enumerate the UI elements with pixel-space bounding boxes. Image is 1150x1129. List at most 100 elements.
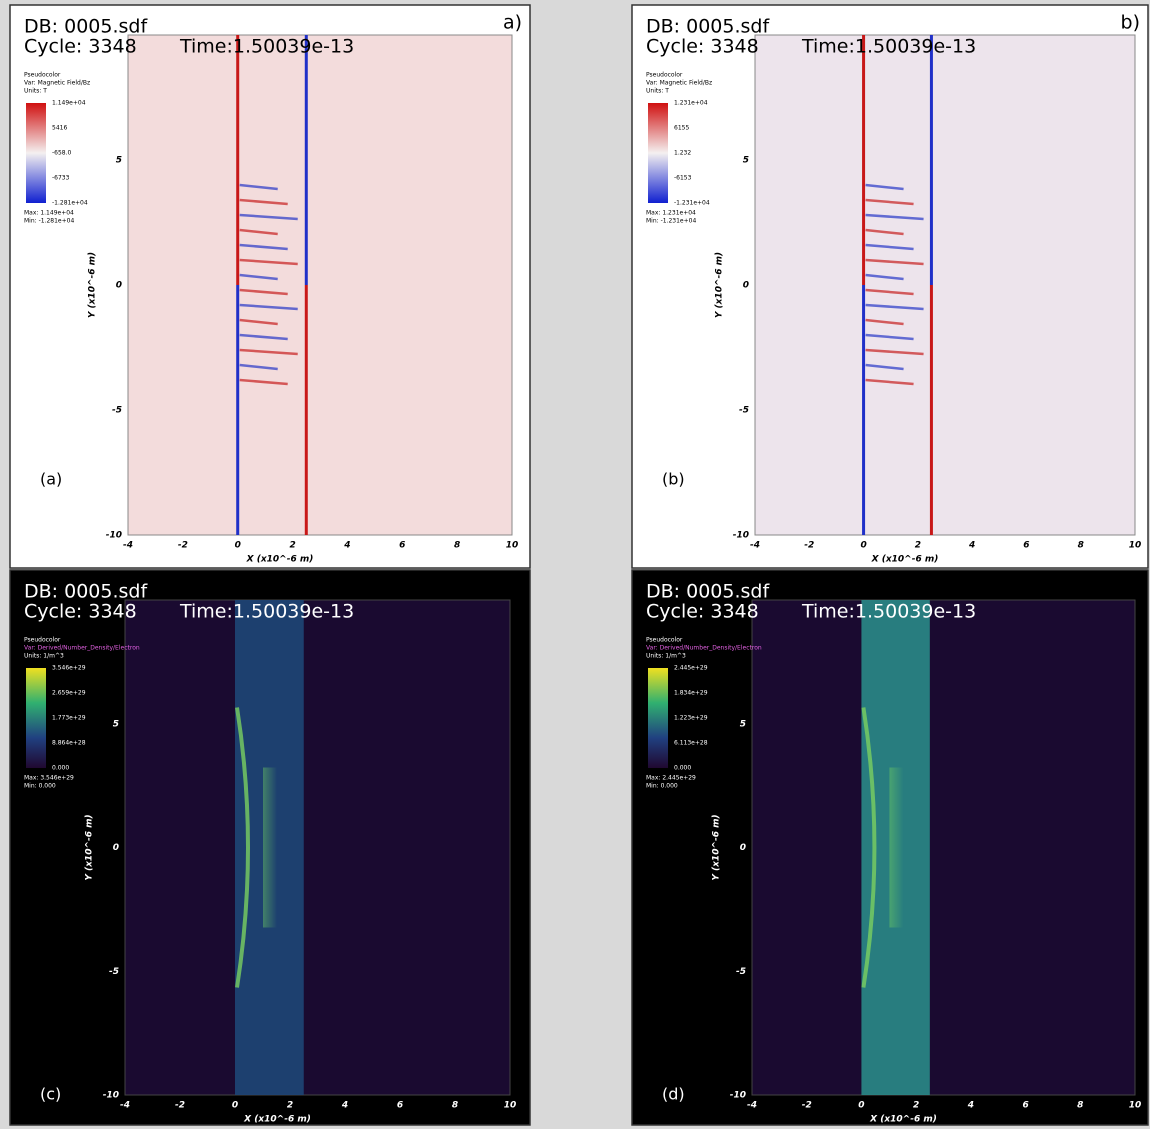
x-tick-label: 8 (1078, 541, 1084, 551)
colorbar-label: -1.231e+04 (674, 200, 710, 207)
x-tick-label: 8 (454, 541, 460, 551)
y-tick-label: 0 (740, 843, 746, 853)
x-axis-label: X (x10^-6 m) (246, 555, 314, 565)
time-label: Time:1.50039e-13 (801, 36, 976, 58)
y-tick-label: -5 (109, 967, 119, 977)
plot-area (751, 599, 1136, 1096)
wave (239, 258, 298, 266)
y-tick-label: -10 (103, 1091, 119, 1101)
wave (239, 243, 288, 251)
x-axis-label: X (x10^-6 m) (871, 555, 939, 565)
wave (239, 333, 288, 341)
time-label: Time:1.50039e-13 (179, 36, 354, 58)
legend-text: Pseudocolor (646, 637, 683, 644)
wave (239, 363, 278, 371)
x-tick-label: 10 (504, 1101, 517, 1111)
y-tick-label: -5 (736, 967, 746, 977)
wave (865, 303, 924, 311)
x-tick-label: -4 (750, 541, 760, 551)
x-axis-label: X (x10^-6 m) (869, 1115, 937, 1125)
db-label: DB: 0005.sdf (646, 16, 770, 38)
density-front (861, 707, 877, 988)
x-tick-label: 10 (1129, 1101, 1142, 1111)
x-tick-label: 10 (506, 541, 519, 551)
colorbar-label: 1.223e+29 (674, 715, 708, 722)
x-axis-label: X (x10^-6 m) (243, 1115, 311, 1125)
legend-max: Max: 2.445e+29 (646, 775, 696, 782)
colorbar-label: 5416 (52, 125, 67, 132)
y-tick-label: -10 (106, 531, 122, 541)
legend-text: Units: T (646, 88, 669, 95)
x-tick-label: 6 (1023, 541, 1029, 551)
wave (865, 348, 924, 356)
cycle-label: Cycle: 3348 (24, 601, 137, 623)
colorbar (648, 668, 668, 768)
x-tick-label: 2 (287, 1101, 293, 1111)
corner-label: b) (1121, 12, 1140, 34)
db-label: DB: 0005.sdf (24, 16, 148, 38)
wave (865, 183, 904, 191)
wave (865, 243, 914, 251)
colorbar (648, 103, 668, 203)
colorbar-label: 6.113e+28 (674, 740, 708, 747)
x-tick-label: 6 (1022, 1101, 1028, 1111)
colorbar-label: 1.834e+29 (674, 690, 708, 697)
colorbar-label: 6155 (674, 125, 689, 132)
y-tick-label: -10 (733, 531, 749, 541)
plot-area (754, 34, 1136, 536)
y-tick-label: -5 (739, 406, 749, 416)
y-tick-label: 0 (116, 281, 122, 291)
panel-label: (a) (40, 470, 62, 489)
colorbar-label: 3.546e+29 (52, 665, 86, 672)
colorbar-label: 1.773e+29 (52, 715, 86, 722)
colorbar-label: 1.149e+04 (52, 100, 86, 107)
y-tick-label: -10 (730, 1091, 746, 1101)
y-axis-label: Y (x10^-6 m) (715, 252, 725, 318)
legend-text: Units: T (24, 88, 47, 95)
x-tick-label: 0 (232, 1101, 238, 1111)
time-label: Time:1.50039e-13 (801, 601, 976, 623)
y-tick-label: 5 (113, 719, 119, 729)
wave (865, 318, 904, 326)
x-tick-label: 8 (1077, 1101, 1083, 1111)
legend-max: Max: 3.546e+29 (24, 775, 74, 782)
cycle-label: Cycle: 3348 (24, 36, 137, 58)
legend-text: Var: Derived/Number_Density/Electron (646, 645, 762, 652)
x-tick-label: -2 (178, 541, 188, 551)
density-inner (889, 767, 904, 928)
colorbar (26, 103, 46, 203)
wave (865, 273, 904, 281)
legend-text: Pseudocolor (24, 637, 61, 644)
wave (865, 258, 924, 266)
y-tick-label: 5 (740, 719, 746, 729)
colorbar-label: -6733 (52, 175, 70, 182)
colorbar (26, 668, 46, 768)
x-tick-label: -2 (802, 1101, 812, 1111)
wave (865, 213, 924, 221)
x-tick-label: -4 (120, 1101, 130, 1111)
x-tick-label: 6 (397, 1101, 403, 1111)
x-tick-label: 8 (452, 1101, 458, 1111)
db-label: DB: 0005.sdf (646, 581, 770, 603)
colorbar-label: 0.000 (674, 765, 691, 772)
wave (865, 288, 914, 296)
y-axis-label: Y (x10^-6 m) (88, 252, 98, 318)
legend-text: Var: Derived/Number_Density/Electron (24, 645, 140, 652)
cycle-label: Cycle: 3348 (646, 36, 759, 58)
panel-label: (c) (40, 1085, 61, 1104)
legend-text: Pseudocolor (24, 72, 61, 79)
legend-max: Max: 1.231e+04 (646, 210, 696, 217)
y-tick-label: -5 (112, 406, 122, 416)
colorbar-label: -1.281e+04 (52, 200, 88, 207)
wave (239, 303, 298, 311)
legend-text: Var: Magnetic Field/Bz (646, 80, 712, 87)
plot-area (124, 599, 511, 1096)
x-tick-label: 2 (915, 541, 921, 551)
wave (865, 363, 904, 371)
y-tick-label: 5 (116, 156, 122, 166)
legend-text: Var: Magnetic Field/Bz (24, 80, 90, 87)
colorbar-label: 2.445e+29 (674, 665, 708, 672)
wave (865, 198, 914, 206)
time-label: Time:1.50039e-13 (179, 601, 354, 623)
